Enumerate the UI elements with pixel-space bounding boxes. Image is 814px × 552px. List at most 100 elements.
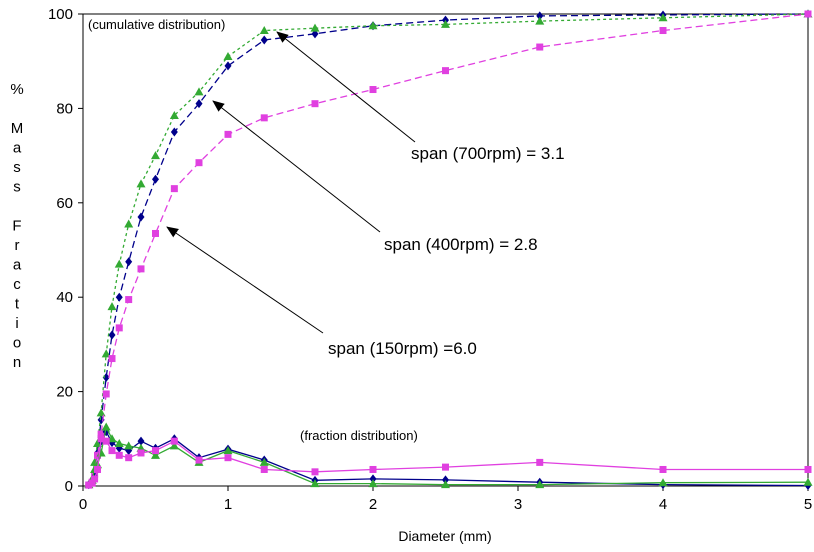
y-tick-label: 100	[48, 6, 73, 23]
series-fraction-square	[85, 435, 812, 489]
data-point	[536, 43, 544, 51]
data-point	[368, 479, 378, 488]
annotation-700-label: span (700rpm) = 3.1	[411, 144, 565, 163]
data-point	[311, 100, 319, 108]
data-point	[659, 27, 667, 35]
series-layer	[84, 9, 813, 491]
data-point	[102, 437, 110, 445]
y-axis-ticks: 0 20 40 60 80 100	[48, 6, 83, 495]
data-point	[108, 447, 116, 455]
data-point	[169, 441, 179, 450]
data-point	[115, 292, 123, 302]
data-point	[137, 449, 145, 457]
data-point	[223, 51, 233, 60]
data-point	[369, 474, 377, 484]
data-point	[369, 465, 377, 473]
x-tick-label: 5	[804, 496, 812, 513]
data-point	[136, 179, 146, 188]
annotation-700-arrow	[276, 31, 416, 143]
annotation-700: span (700rpm) = 3.1	[276, 31, 565, 163]
data-point	[195, 159, 203, 167]
data-point	[368, 21, 378, 30]
y-tick-label: 0	[65, 478, 73, 495]
data-point	[152, 174, 159, 184]
data-point	[107, 302, 117, 311]
y-tick-label: 80	[56, 100, 73, 117]
data-point	[124, 219, 134, 228]
y-axis-label-letter: %	[10, 81, 23, 98]
data-point	[115, 324, 123, 332]
data-point	[195, 456, 203, 464]
note-fraction: (fraction distribution)	[300, 428, 418, 443]
y-tick-label: 40	[56, 289, 73, 306]
data-point	[170, 127, 178, 137]
data-point	[310, 479, 320, 488]
data-point	[441, 480, 450, 489]
annotation-150-label: span (150rpm) =6.0	[328, 339, 477, 358]
y-axis-label-letter: c	[13, 276, 21, 293]
data-point	[224, 130, 232, 138]
y-axis-label-letter: o	[13, 335, 21, 352]
data-point	[310, 23, 320, 32]
data-point	[114, 259, 124, 268]
y-axis-label-letter: a	[13, 140, 22, 157]
data-point	[97, 430, 105, 438]
y-tick-label: 20	[56, 384, 73, 401]
data-point	[125, 257, 133, 267]
data-point	[170, 185, 178, 193]
series-line	[88, 13, 809, 486]
x-tick-label: 2	[369, 496, 377, 513]
data-point	[137, 436, 145, 446]
data-point	[97, 435, 105, 443]
x-tick-label: 1	[224, 496, 232, 513]
data-point	[91, 475, 99, 483]
data-point	[311, 29, 319, 39]
data-point	[441, 19, 450, 28]
data-point	[260, 114, 268, 122]
data-point	[804, 465, 812, 473]
data-point	[88, 479, 96, 487]
x-axis-title: Diameter (mm)	[398, 528, 491, 544]
data-point	[442, 463, 449, 471]
data-point	[115, 451, 123, 459]
annotation-400-label: span (400rpm) = 2.8	[384, 235, 538, 254]
data-point	[125, 454, 133, 462]
data-point	[152, 447, 159, 455]
y-tick-label: 60	[56, 195, 73, 212]
data-point	[658, 13, 668, 22]
data-point	[535, 480, 545, 489]
x-axis-ticks: 0 1 2 3 4 5	[79, 486, 812, 513]
x-tick-label: 3	[514, 496, 522, 513]
data-point	[194, 87, 204, 96]
data-point	[311, 468, 319, 476]
data-point	[659, 465, 667, 473]
data-point	[169, 110, 179, 119]
data-point	[101, 349, 111, 358]
annotation-150: span (150rpm) =6.0	[166, 226, 477, 358]
data-point	[658, 478, 668, 487]
data-point	[260, 35, 268, 45]
y-axis-label-letter: t	[15, 296, 20, 313]
data-point	[108, 330, 116, 340]
data-point	[224, 454, 232, 462]
data-point	[259, 26, 269, 35]
annotation-400-arrow	[212, 100, 381, 233]
y-axis-label-letter: M	[11, 120, 24, 137]
data-point	[259, 457, 269, 466]
data-point	[94, 465, 101, 473]
annotation-400: span (400rpm) = 2.8	[212, 100, 538, 254]
y-axis-label-letter: r	[15, 237, 20, 254]
data-point	[195, 99, 203, 109]
data-point	[102, 390, 110, 398]
data-point	[442, 67, 449, 75]
data-point	[152, 229, 159, 237]
data-point	[137, 265, 145, 273]
data-point	[536, 11, 544, 21]
data-point	[151, 450, 160, 459]
data-point	[108, 355, 116, 363]
note-cumulative: (cumulative distribution)	[88, 17, 225, 32]
data-point	[535, 16, 545, 25]
data-point	[170, 437, 178, 445]
